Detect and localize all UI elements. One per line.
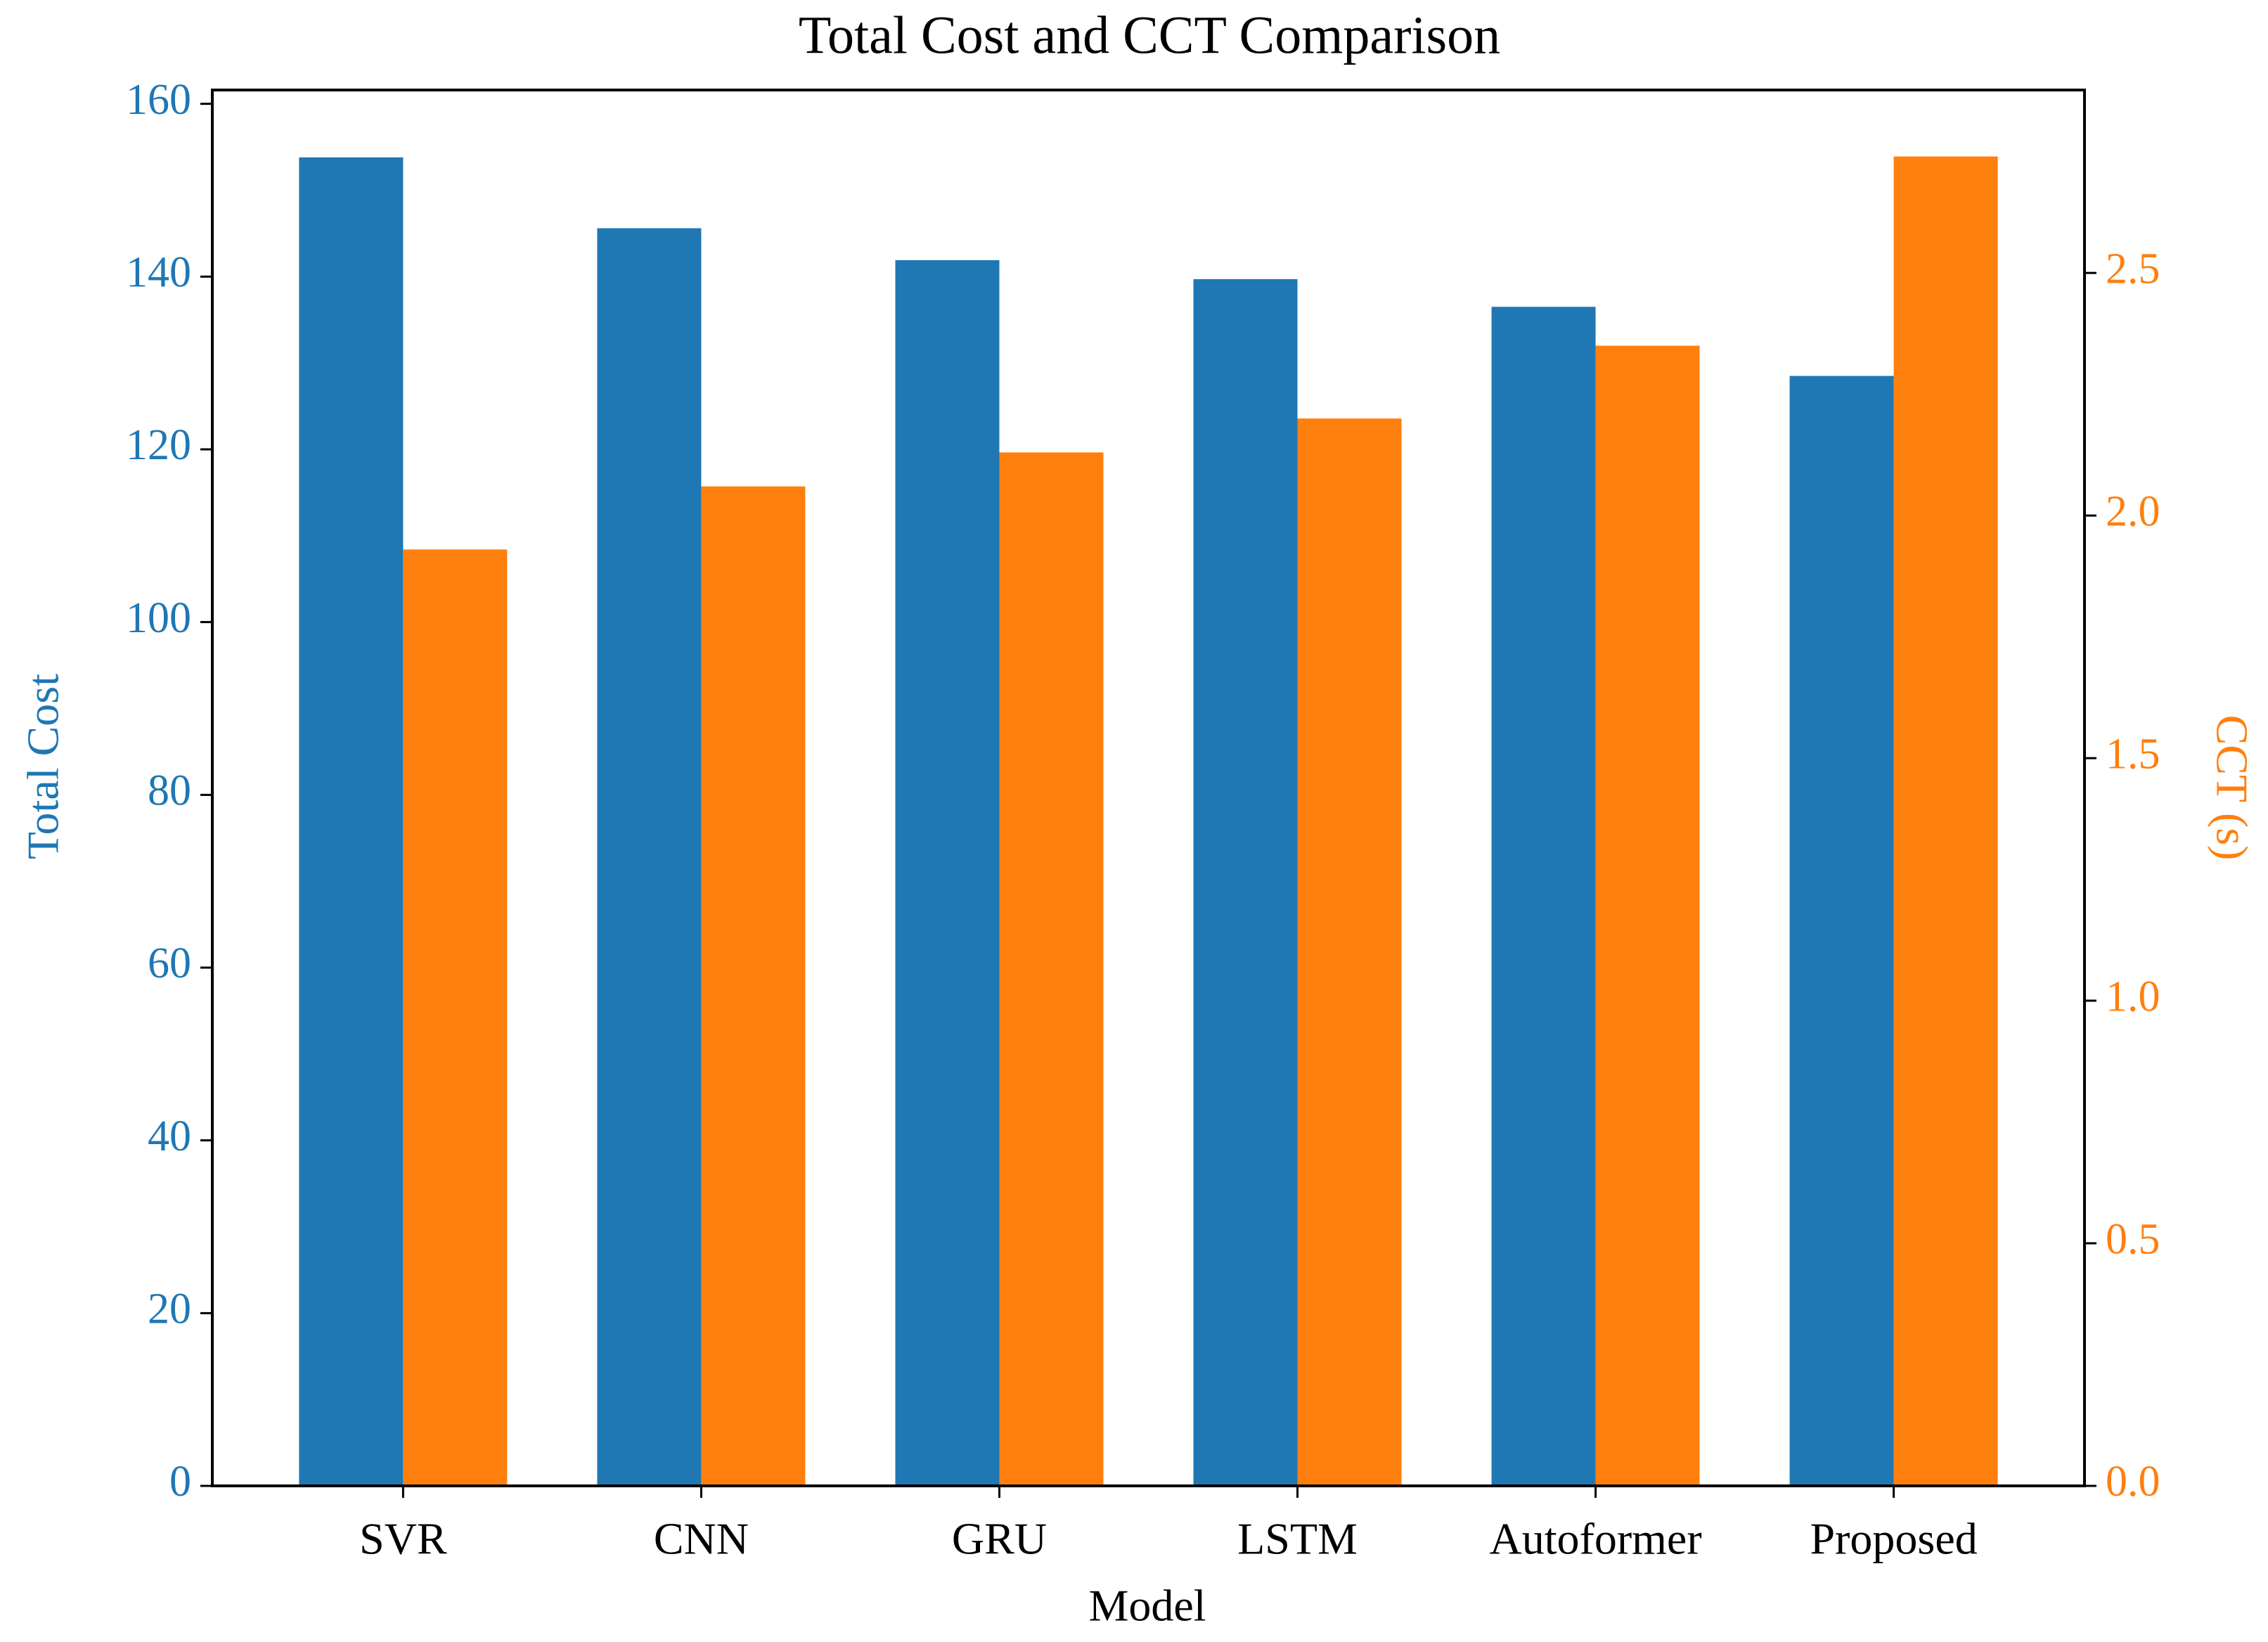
bar (895, 259, 1000, 1487)
bar (597, 228, 702, 1486)
x-tick-label: GRU (952, 1514, 1047, 1564)
y2-tick-label: 1.0 (2106, 973, 2160, 1020)
y-tick-label: 60 (148, 939, 191, 987)
y2-tick-label: 2.5 (2106, 245, 2160, 293)
x-tick-label: Proposed (1810, 1514, 1978, 1564)
bar (299, 157, 404, 1486)
x-tick-label: SVR (359, 1514, 447, 1564)
y-tick-label: 40 (148, 1112, 191, 1160)
y2-tick-label: 0.0 (2106, 1458, 2160, 1506)
bar (1595, 345, 1700, 1486)
x-tick-label: Autoformer (1490, 1514, 1702, 1564)
bar (1491, 307, 1596, 1487)
y2-tick-label: 0.5 (2106, 1215, 2160, 1263)
bar (403, 549, 508, 1486)
y2-axis-label: CCT (s) (2207, 715, 2257, 861)
y-tick-label: 0 (169, 1458, 191, 1506)
y-tick-label: 140 (126, 249, 191, 297)
x-axis-label: Model (1088, 1581, 1206, 1631)
bar (701, 486, 806, 1486)
x-tick-label: LSTM (1237, 1514, 1358, 1564)
y-axis-label: Total Cost (18, 674, 68, 859)
bar (1193, 279, 1298, 1486)
y-tick-label: 160 (126, 76, 191, 124)
y2-tick-label: 1.5 (2106, 730, 2160, 778)
y-tick-label: 100 (126, 594, 191, 642)
y-tick-label: 120 (126, 421, 191, 469)
y2-tick-label: 2.0 (2106, 487, 2160, 535)
x-tick-label: CNN (654, 1514, 749, 1564)
bar (1893, 156, 1998, 1486)
bar (1789, 376, 1894, 1486)
plot-frame (211, 89, 2086, 1487)
bar (999, 452, 1104, 1486)
bar (1297, 418, 1402, 1487)
y-tick-label: 20 (148, 1285, 191, 1333)
y-tick-label: 80 (148, 767, 191, 815)
chart-title: Total Cost and CCT Comparison (799, 6, 1500, 65)
